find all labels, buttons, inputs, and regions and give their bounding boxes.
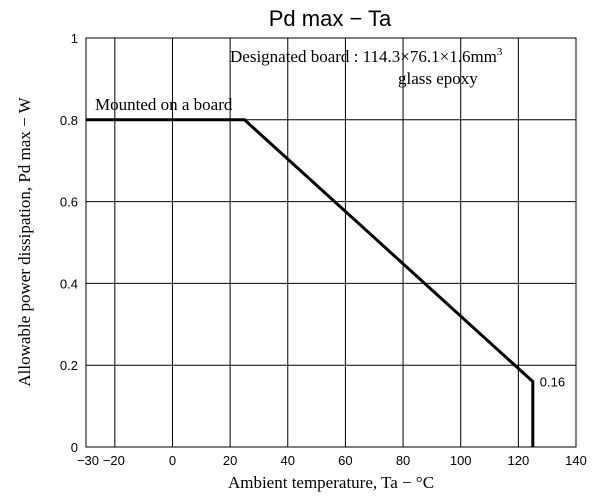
x-tick-label: 40: [281, 453, 295, 468]
x-axis-ticks: −30 −20 0 20 40 60 80 100 120 140: [77, 453, 587, 468]
y-axis-label: Allowable power dissipation, Pd max − W: [15, 96, 34, 386]
x-tick-label: 100: [450, 453, 472, 468]
x-tick-label: 140: [565, 453, 587, 468]
x-tick-label: −30: [77, 453, 99, 468]
board-annotation: Designated board : 114.3×76.1×1.6mm3: [230, 46, 503, 66]
y-tick-label: 0.4: [60, 276, 78, 291]
y-tick-label: 0.8: [60, 113, 78, 128]
y-axis-ticks: 00.20.40.60.81: [60, 31, 78, 455]
end-value-label: 0.16: [540, 375, 565, 390]
x-tick-label: −20: [103, 453, 125, 468]
x-tick-label: 80: [396, 453, 410, 468]
x-tick-label: 60: [338, 453, 352, 468]
board-material-annotation: glass epoxy: [398, 69, 478, 88]
y-tick-label: 0.2: [60, 358, 78, 373]
x-tick-label: 120: [508, 453, 530, 468]
x-axis-label: Ambient temperature, Ta − °C: [228, 473, 434, 492]
y-tick-label: 0.6: [60, 195, 78, 210]
x-tick-label: 0: [169, 453, 176, 468]
y-tick-label: 1: [71, 31, 78, 46]
x-tick-label: 20: [223, 453, 237, 468]
chart-title: Pd max − Ta: [269, 6, 392, 31]
series-label: Mounted on a board: [95, 95, 233, 114]
